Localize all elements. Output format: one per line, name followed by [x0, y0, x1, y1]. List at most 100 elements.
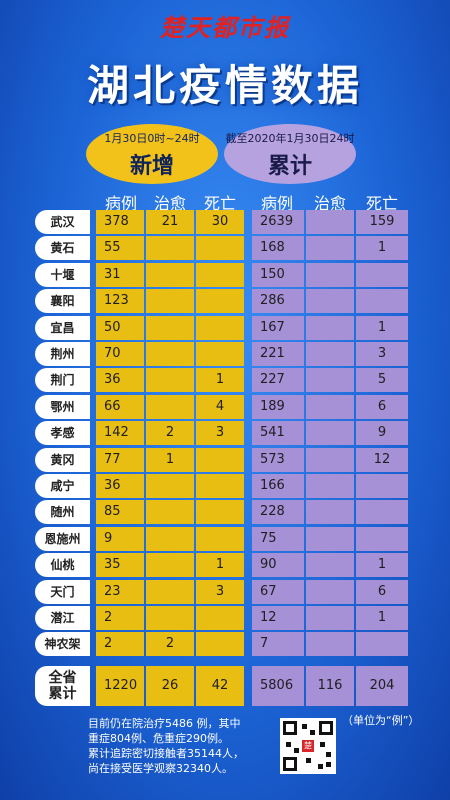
row-cum-cases: 7 [252, 632, 304, 657]
row-cum-cured [306, 500, 354, 525]
new-section-label: 新增 [129, 154, 174, 179]
table-row: 咸宁 36 166 [0, 474, 450, 498]
row-new-cases: 9 [96, 526, 144, 551]
row-cum-cases: 150 [252, 262, 304, 287]
row-city: 潜江 [35, 606, 90, 630]
table-row: 十堰 31 150 [0, 262, 450, 287]
cumulative-section-badge: 截至2020年1月30日24时 累计 [224, 124, 356, 184]
qr-finder [283, 757, 297, 771]
row-city: 随州 [35, 500, 90, 525]
qr-code[interactable]: 楚 [280, 718, 336, 774]
row-cum-cured [306, 262, 354, 287]
row-new-cured [146, 236, 194, 261]
header-cum-deaths: 死亡 [365, 194, 398, 213]
row-new-cases: 85 [96, 500, 144, 525]
row-cum-cured [306, 210, 354, 234]
row-new-deaths [196, 342, 244, 366]
note-line: 重症804例、危重症290例。 [88, 732, 229, 745]
row-new-cured [146, 474, 194, 498]
row-cum-deaths: 6 [356, 394, 408, 419]
row-cum-cured [306, 289, 354, 314]
summary-note: 目前仍在院治疗5486 例，其中 重症804例、危重症290例。 累计追踪密切接… [88, 716, 268, 776]
row-cum-deaths: 9 [356, 421, 408, 446]
header-cum-cured: 治愈 [313, 194, 346, 213]
row-city: 武汉 [35, 210, 90, 234]
total-new-cured: 26 [146, 666, 194, 706]
row-new-cured: 2 [146, 421, 194, 446]
row-cum-deaths [356, 500, 408, 525]
total-row: 全省 累计 1220 26 42 5806 116 204 [0, 666, 450, 706]
row-cum-cases: 167 [252, 315, 304, 340]
row-new-deaths: 4 [196, 394, 244, 419]
row-cum-deaths: 5 [356, 368, 408, 393]
header-cum-cases: 病例 [260, 194, 293, 213]
row-cum-deaths: 1 [356, 606, 408, 630]
note-line: 目前仍在院治疗5486 例，其中 [88, 717, 241, 730]
row-new-deaths [196, 632, 244, 657]
row-cum-deaths: 1 [356, 315, 408, 340]
note-line: 尚在接受医学观察32340人。 [88, 762, 233, 775]
total-label: 全省 累计 [35, 666, 90, 706]
header-new-deaths: 死亡 [203, 194, 236, 213]
row-new-cured [146, 342, 194, 366]
brand-logo: 楚天都市报 [160, 13, 290, 42]
row-new-cured: 21 [146, 210, 194, 234]
row-cum-cases: 573 [252, 447, 304, 472]
row-new-cases: 36 [96, 474, 144, 498]
row-new-cases: 378 [96, 210, 144, 234]
row-new-cases: 142 [96, 421, 144, 446]
row-new-cured [146, 394, 194, 419]
table-row: 潜江 2 12 1 [0, 606, 450, 630]
row-new-cured [146, 526, 194, 551]
row-new-cases: 70 [96, 342, 144, 366]
qr-dot [302, 724, 307, 729]
row-cum-cured [306, 447, 354, 472]
row-city: 神农架 [35, 632, 90, 657]
note-line: 累计追踪密切接触者35144人， [88, 747, 244, 760]
row-cum-cases: 75 [252, 526, 304, 551]
qr-finder [319, 721, 333, 735]
table-row: 黄冈 77 1 573 12 [0, 447, 450, 472]
qr-dot [320, 742, 325, 747]
row-new-deaths [196, 315, 244, 340]
row-cum-cured [306, 315, 354, 340]
row-city: 襄阳 [35, 289, 90, 314]
row-cum-cases: 12 [252, 606, 304, 630]
row-cum-cured [306, 368, 354, 393]
row-cum-cases: 168 [252, 236, 304, 261]
row-cum-cases: 166 [252, 474, 304, 498]
row-new-cases: 31 [96, 262, 144, 287]
cumulative-section-label: 累计 [267, 154, 312, 179]
row-new-cured [146, 553, 194, 578]
row-cum-deaths [356, 526, 408, 551]
row-new-deaths [196, 474, 244, 498]
row-new-deaths: 1 [196, 553, 244, 578]
row-city: 荆门 [35, 368, 90, 393]
row-cum-cured [306, 553, 354, 578]
row-city: 黄冈 [35, 447, 90, 472]
row-new-deaths: 3 [196, 579, 244, 604]
row-city: 十堰 [35, 262, 90, 287]
qr-dot [318, 764, 323, 769]
table-row: 荆门 36 1 227 5 [0, 368, 450, 393]
total-cum-deaths: 204 [356, 666, 408, 706]
row-new-cases: 50 [96, 315, 144, 340]
row-cum-deaths: 1 [356, 553, 408, 578]
table-row: 孝感 142 2 3 541 9 [0, 421, 450, 446]
row-new-deaths: 30 [196, 210, 244, 234]
row-new-cases: 66 [96, 394, 144, 419]
row-cum-deaths [356, 632, 408, 657]
row-new-cases: 77 [96, 447, 144, 472]
row-cum-cured [306, 632, 354, 657]
qr-dot [294, 748, 299, 753]
row-cum-cases: 541 [252, 421, 304, 446]
table-row: 鄂州 66 4 189 6 [0, 394, 450, 419]
table-row: 神农架 2 2 7 [0, 632, 450, 657]
page-title: 湖北疫情数据 [86, 61, 363, 110]
table-row: 天门 23 3 67 6 [0, 579, 450, 604]
row-cum-deaths: 159 [356, 210, 408, 234]
table-row: 荆州 70 221 3 [0, 342, 450, 366]
table-row: 随州 85 228 [0, 500, 450, 525]
qr-dot [326, 762, 331, 767]
